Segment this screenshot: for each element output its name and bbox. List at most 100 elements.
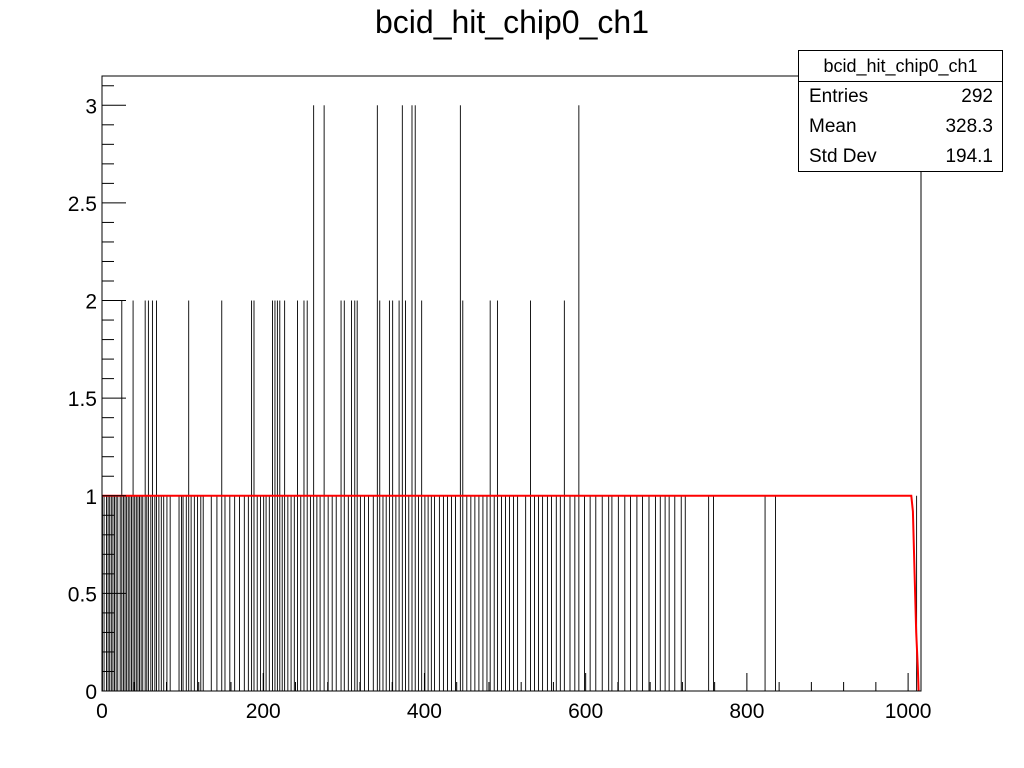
histogram-bar	[363, 495, 365, 691]
histogram-bar	[674, 495, 676, 691]
histogram-bar	[478, 495, 480, 691]
histogram-bar	[459, 105, 461, 692]
chart-title: bcid_hit_chip0_ch1	[375, 4, 649, 40]
axes: 0 200 400 600 800 1000 0 0.5 1 1.5 2 2.5 3	[68, 75, 932, 723]
histogram-bars	[102, 105, 918, 692]
histogram-bar	[517, 495, 519, 691]
histogram-bar	[140, 495, 142, 691]
histogram-bar	[659, 495, 661, 691]
histogram-bar	[142, 495, 144, 691]
histogram-bar	[368, 495, 369, 691]
histogram-bar	[493, 495, 495, 691]
stat-label: Entries	[809, 86, 869, 107]
histogram-bar	[265, 495, 267, 691]
histogram-bar	[617, 495, 619, 691]
histogram-bar	[190, 495, 192, 691]
histogram-bar	[680, 495, 682, 691]
histogram-bar	[126, 495, 128, 691]
histogram-bar	[154, 495, 156, 691]
histogram-bar	[916, 495, 918, 691]
histogram-bar	[166, 495, 168, 691]
histogram-bar	[455, 495, 456, 691]
histogram-bar	[442, 495, 444, 691]
histogram-bar	[708, 495, 710, 691]
stat-row-mean: Mean 328.3	[799, 112, 1002, 142]
histogram-bar	[127, 495, 129, 691]
histogram-bar	[316, 495, 318, 691]
histogram-bar	[210, 495, 212, 691]
histogram-bar	[243, 495, 245, 691]
histogram-bar	[424, 495, 426, 691]
histogram-bar	[513, 495, 515, 691]
histogram-bar	[216, 495, 218, 691]
histogram-bar	[160, 495, 162, 691]
histogram-bar	[327, 495, 329, 691]
y-tick-label: 0.5	[68, 583, 97, 606]
histogram-bar	[146, 495, 148, 691]
histogram-bar	[134, 495, 136, 691]
histogram-bar	[474, 495, 476, 691]
histogram-bar	[713, 495, 714, 691]
histogram-bar	[234, 495, 236, 691]
histogram-bar	[482, 495, 484, 691]
stat-value: 328.3	[945, 116, 993, 137]
histogram-bar	[642, 495, 643, 691]
histogram-bar	[163, 495, 165, 691]
histogram-bar	[525, 495, 527, 691]
histogram-bar	[182, 495, 184, 691]
histogram-bar	[589, 495, 591, 691]
histogram-bar	[509, 495, 510, 691]
histogram-bar	[202, 495, 204, 691]
histogram-bar	[534, 495, 535, 691]
histogram-bar	[178, 495, 180, 691]
histogram-bar	[411, 105, 413, 692]
histogram-bar	[385, 495, 387, 691]
histogram-bar	[200, 495, 202, 691]
histogram-bar	[684, 495, 686, 691]
x-tick-label: 1000	[885, 700, 932, 723]
histogram-bar	[139, 495, 140, 691]
histogram-bar	[629, 495, 631, 691]
histogram-bar	[137, 495, 139, 691]
histogram-bar	[555, 495, 557, 691]
stat-label: Mean	[809, 116, 857, 137]
histogram-bar	[438, 495, 440, 691]
histogram-bar	[135, 495, 137, 691]
stat-value: 292	[961, 86, 993, 107]
y-tick-label: 0	[85, 681, 97, 704]
histogram-bar	[664, 495, 666, 691]
histogram-bar	[287, 495, 289, 691]
x-tick-label: 200	[246, 700, 281, 723]
histogram-bar	[764, 495, 766, 691]
histogram-bar	[434, 495, 436, 691]
y-tick-label: 3	[85, 95, 97, 118]
histogram-bar	[417, 495, 419, 691]
histogram-bar	[129, 495, 131, 691]
histogram-bar	[447, 495, 448, 691]
histogram-bar	[546, 495, 548, 691]
histogram-bar	[401, 105, 403, 692]
histogram-bar	[624, 495, 626, 691]
histogram-bar	[648, 495, 650, 691]
histogram-bar	[470, 495, 472, 691]
histogram-bar	[169, 495, 171, 691]
histogram-bar	[430, 495, 432, 691]
histogram-bar	[323, 105, 325, 692]
histogram-bar	[654, 495, 656, 691]
stats-title: bcid_hit_chip0_ch1	[799, 51, 1002, 82]
histogram-bar	[584, 495, 585, 691]
histogram-bar	[486, 495, 488, 691]
stat-row-stddev: Std Dev 194.1	[799, 142, 1002, 172]
stat-label: Std Dev	[809, 146, 877, 167]
histogram-bar	[359, 495, 361, 691]
histogram-bar	[601, 495, 603, 691]
histogram-bar	[256, 495, 258, 691]
histogram-bar	[180, 495, 182, 691]
histogram-bar	[185, 495, 187, 691]
histogram-bar	[595, 495, 597, 691]
histogram-bar	[372, 495, 374, 691]
histogram-bar	[550, 495, 552, 691]
histogram-bar	[542, 495, 544, 691]
histogram-bar	[347, 495, 349, 691]
